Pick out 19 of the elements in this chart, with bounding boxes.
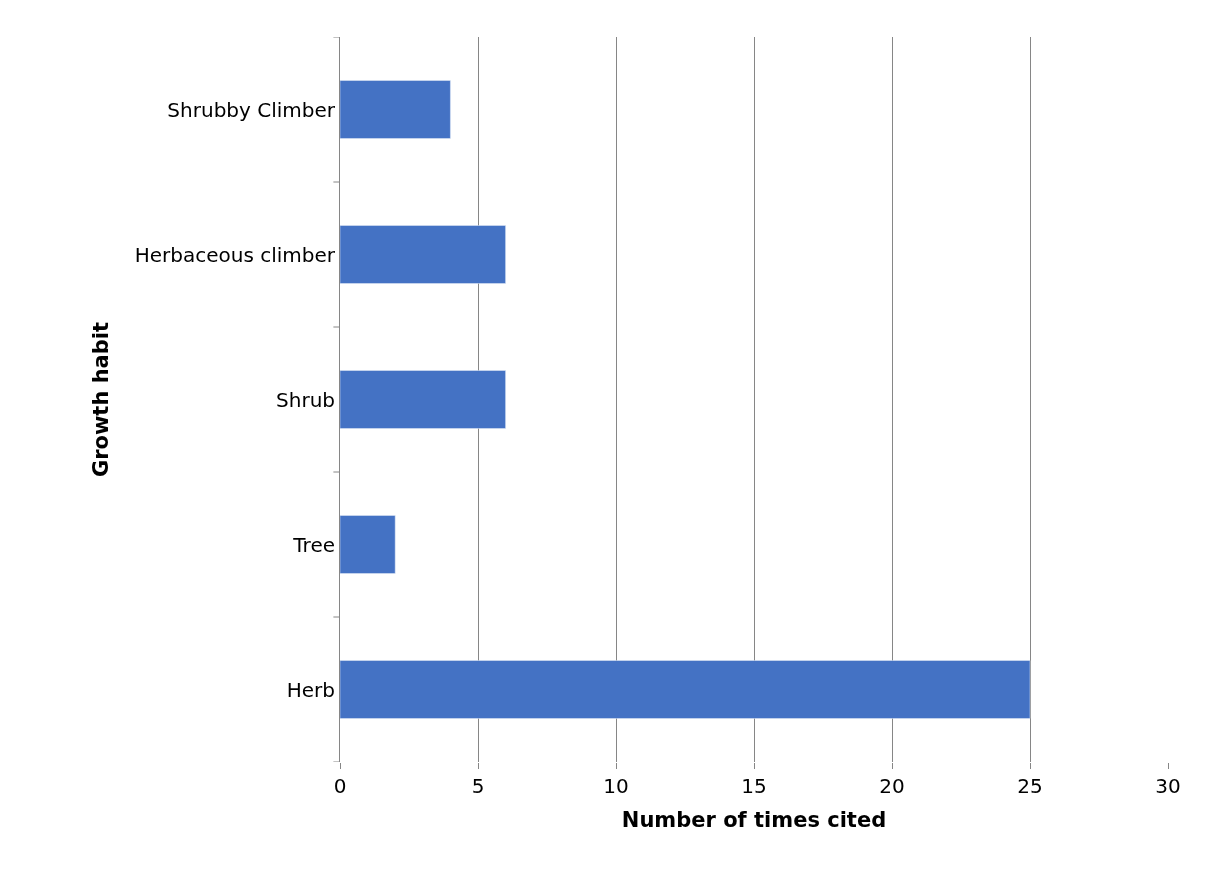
y-tick-label: Shrub — [276, 387, 335, 412]
x-tick-label: 5 — [471, 774, 485, 798]
x-tick-label: 15 — [741, 774, 767, 798]
x-tick-label: 0 — [333, 774, 347, 798]
y-tick-label: Herb — [286, 677, 335, 702]
x-tick-label: 10 — [603, 774, 629, 798]
bar — [340, 80, 451, 139]
y-tick-label: Tree — [292, 532, 335, 557]
y-tick-label: Shrubby Climber — [167, 97, 336, 122]
y-tick-label: Herbaceous climber — [134, 242, 336, 267]
bar — [340, 515, 396, 574]
bar — [340, 370, 506, 429]
x-tick-label: 30 — [1155, 774, 1181, 798]
bar — [340, 660, 1031, 719]
x-tick-label: 20 — [879, 774, 905, 798]
y-axis-title: Growth habit — [88, 321, 113, 478]
bar — [340, 225, 506, 284]
x-tick-label: 25 — [1017, 774, 1043, 798]
x-axis-title: Number of times cited — [621, 808, 887, 833]
